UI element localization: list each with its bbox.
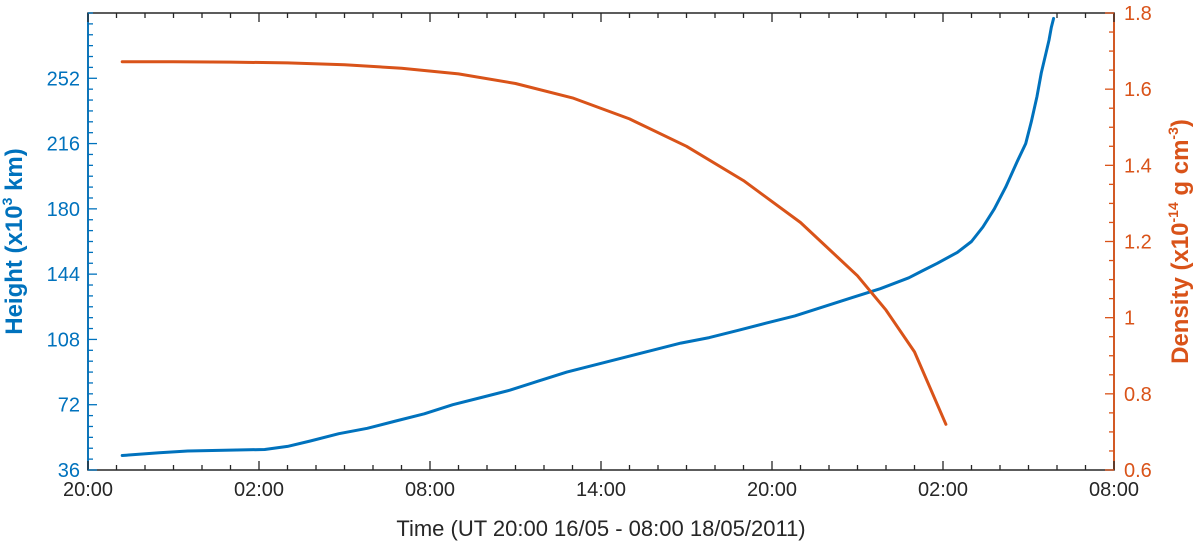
plot-frame	[87, 12, 1115, 471]
right-tick-label: 0.6	[1124, 460, 1152, 482]
height-series-line	[120, 16, 1056, 457]
axis-layer: 20:00 02:00 08:00 14:00 20:00 02:00 08:00 36 72 1…	[47, 3, 1152, 501]
right-tick-label: 0.8	[1124, 384, 1152, 406]
right-axis-title-main: Density (x10	[1167, 222, 1194, 363]
left-axis-title-end: km)	[1, 148, 28, 197]
left-tick-label: 180	[47, 199, 80, 221]
x-tick-label: 20:00	[747, 479, 797, 501]
left-tick-label: 216	[47, 134, 80, 156]
left-axis-title-sup: 3	[0, 197, 15, 205]
left-tick-label: 144	[47, 264, 80, 286]
right-tick-label: 1.2	[1124, 232, 1152, 254]
right-axis-title: Density (x10-14 g cm-3)	[1165, 119, 1194, 364]
right-axis-title-sup: -14	[1165, 202, 1181, 222]
right-tick-label: 1	[1124, 308, 1135, 330]
left-tick-label: 72	[58, 395, 80, 417]
series-layer	[120, 16, 1056, 457]
left-axis-title-main: Height (x10	[1, 205, 28, 334]
right-axis-title-mid: g cm	[1167, 140, 1194, 203]
x-tick-label: 08:00	[1089, 479, 1139, 501]
x-tick-label: 02:00	[918, 479, 968, 501]
x-tick-label: 02:00	[234, 479, 284, 501]
left-axis-title: Height (x103 km)	[0, 148, 28, 335]
left-tick-label: 108	[47, 329, 80, 351]
left-tick-label: 252	[47, 68, 80, 90]
x-axis-title: Time (UT 20:00 16/05 - 08:00 18/05/2011)	[396, 516, 805, 541]
left-tick-label: 36	[58, 460, 80, 482]
right-tick-label: 1.4	[1124, 155, 1152, 177]
right-axis-title-end: )	[1167, 119, 1194, 127]
x-tick-label: 08:00	[405, 479, 455, 501]
right-tick-label: 1.6	[1124, 79, 1152, 101]
x-tick-label: 20:00	[63, 479, 113, 501]
right-tick-label: 1.8	[1124, 3, 1152, 25]
density-series-line	[120, 60, 948, 426]
right-axis-title-sup2: -3	[1165, 127, 1181, 140]
x-tick-label: 14:00	[576, 479, 626, 501]
